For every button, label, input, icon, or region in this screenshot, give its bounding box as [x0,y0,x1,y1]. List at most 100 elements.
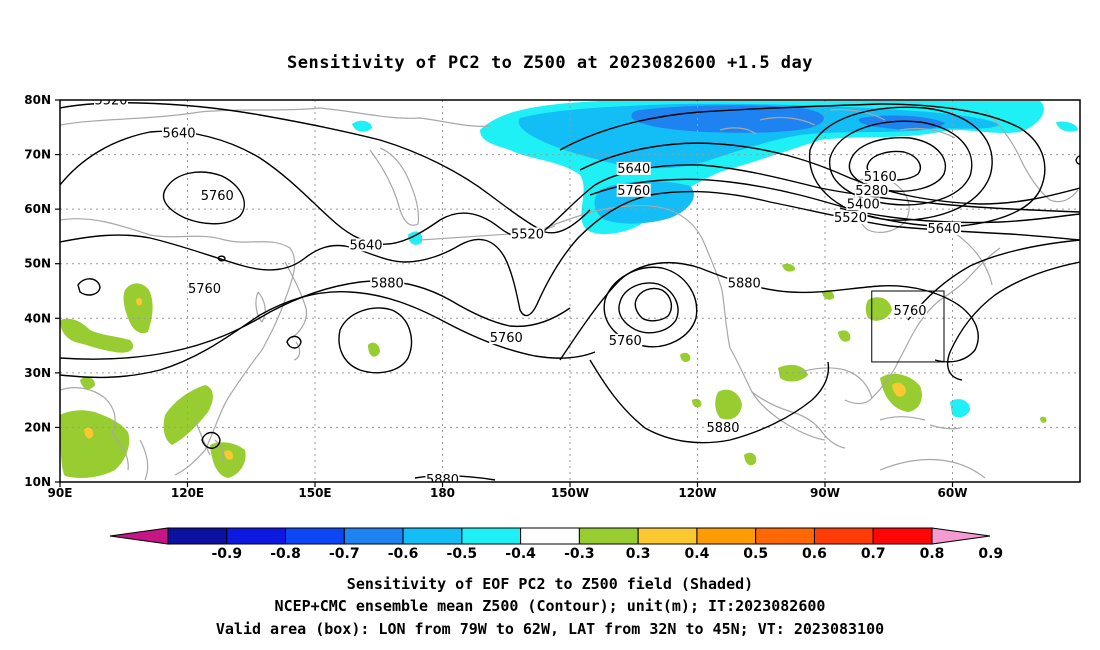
contour-5880-subtropical [559,262,979,363]
contour-label: 5400 [847,197,880,212]
coast-korea [255,291,266,324]
lon-tick-label: 120W [678,486,716,500]
contour-label: 5640 [927,222,960,237]
colorbar-swatch [637,527,698,545]
coast-southeast-asia [60,387,149,481]
contour-label-bg [94,100,128,107]
coast-east-asia [60,218,296,476]
colorbar-label: 0.6 [802,546,827,562]
contour-label-bg [833,211,868,225]
colorbar-label: -0.9 [211,546,242,562]
contour-5760-inner-ne-pacific [618,282,679,334]
contour-5880-south [589,359,830,444]
contour-label-bg [162,126,196,140]
lat-tick-label: 30N [24,366,51,380]
shade-negative-cyan-small-2 [408,231,423,245]
contour-label-bg [927,221,961,235]
colorbar-label: 0.9 [978,546,1003,562]
shade-positive-yellow [84,297,906,460]
contour-small-closed-4 [217,255,226,262]
colorbar-label: 0.8 [920,546,945,562]
contour-label-bg [510,227,545,241]
figure-title: Sensitivity of PC2 to Z500 at 2023082600… [287,53,813,73]
contour-labels: 5520 5640 5760 5760 5640 5880 5760 5520 5640 5760… [94,94,961,488]
lon-tick-label: 90E [48,486,73,500]
colorbar-swatch [813,527,874,545]
colorbar-arrow-left [109,527,169,545]
lat-tick-label: 60N [24,202,51,216]
contour-label: 5640 [162,126,195,141]
coast-greenland [984,109,1079,203]
shade-positive-green [60,263,1047,478]
colorbar: -0.9 -0.8 -0.7 -0.6 -0.5 -0.4 -0.3 0.3 0.4 0.5 0.6… [109,527,1003,562]
contour-label-bg [854,183,889,197]
colorbar-swatch [520,527,580,545]
coast-caribbean [879,416,961,430]
coast-mexico [751,391,846,449]
colorbar-label: 0.7 [861,546,886,562]
contour-small-closed-2 [201,431,221,449]
contour-label-bg [706,421,740,435]
lon-tick-label: 180 [430,486,455,500]
contour-label: 5520 [511,227,544,242]
lon-tick-label: 150E [298,486,331,500]
lon-tick-label: 150W [551,486,589,500]
valid-area-box [871,290,945,363]
contour-label: 5640 [349,238,382,253]
contour-label-bg [616,161,651,175]
contour-label: 5640 [617,162,650,177]
colorbar-swatch [167,527,228,545]
contour-label: 5880 [426,473,459,488]
colorbar-swatch [402,527,463,545]
lat-tick-label: 70N [24,148,51,162]
colorbar-swatch [226,527,287,545]
footer-line-2: NCEP+CMC ensemble mean Z500 (Contour); u… [275,597,826,615]
contour-low-arctic-6 [579,142,1080,205]
contour-label-bg [349,238,383,252]
contour-label: 5880 [728,277,761,292]
contour-east-coast-trough-2 [907,239,1080,321]
colorbar-label: 0.5 [743,546,768,562]
contour-label: 5760 [201,189,234,204]
colorbar-label: 0.4 [685,546,710,562]
lat-tick-label: 50N [24,257,51,271]
lat-tick-label: 80N [24,93,51,107]
contour-5760-closed-west [162,171,245,225]
contour-5880-a [60,290,596,379]
footer-line-3: Valid area (box): LON from 79W to 62W, L… [216,620,884,638]
contour-label: 5160 [864,170,897,185]
colorbar-swatch [461,527,522,545]
contour-small-closed-1 [77,278,101,296]
colorbar-label: -0.4 [505,546,536,562]
colorbar-label: -0.3 [564,546,595,562]
contour-label-bg [893,303,927,317]
shade-negative-blue-arctic-3 [858,115,945,130]
contour-5760-b [60,280,571,360]
shade-negative-blue-arctic-2 [631,105,824,133]
lat-tick-label: 10N [24,475,51,489]
colorbar-swatch [285,527,345,545]
contour-east-coast-trough [946,261,1080,381]
contour-label: 5520 [834,211,867,226]
colorbar-arrow-right [931,527,991,545]
contour-label-bg [846,197,881,211]
coast-kamchatka [369,147,420,226]
contour-label-bg [370,276,405,290]
coast-gulf [799,367,873,405]
contour-small-closed-5 [1075,155,1080,165]
map-panel: 5520 5640 5760 5760 5640 5880 5760 5520 5640 5760… [24,93,1081,500]
lon-tick-label: 90W [810,486,840,500]
contour-low-arctic-7 [589,178,1080,224]
colorbar-swatch [696,527,757,545]
colorbar-label: 0.3 [626,546,651,562]
contour-label: 5760 [893,304,926,319]
shade-negative-cyan-caribbean [950,399,970,418]
colorbar-label: -0.6 [388,546,419,562]
coast-south-america [879,458,986,479]
contour-label: 5520 [94,94,127,109]
sensitivity-shading [60,101,1078,478]
graticule-grid [60,100,1080,482]
contour-label-bg [727,276,762,290]
